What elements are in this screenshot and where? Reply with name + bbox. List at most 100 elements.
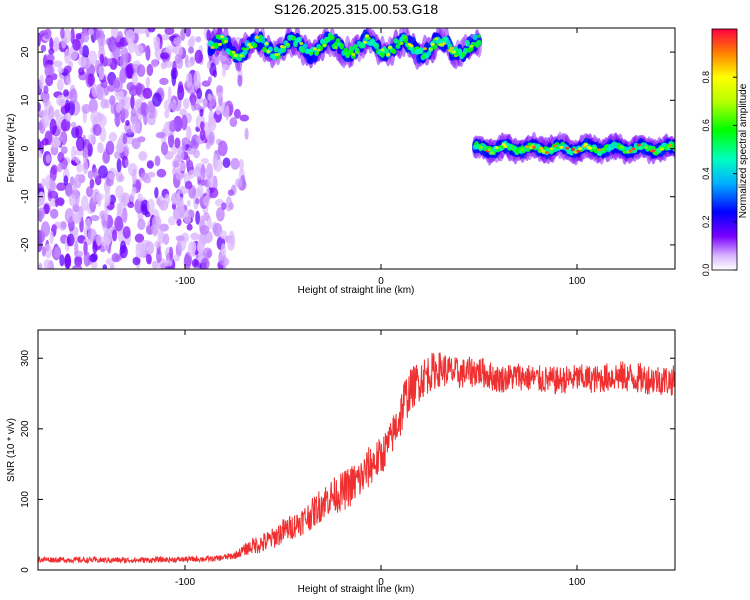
spectrogram-noise-cell bbox=[150, 59, 159, 68]
spectrogram-ridge-cell bbox=[570, 148, 575, 151]
spectrogram-noise-cell bbox=[124, 64, 134, 79]
spectrogram-noise-cell bbox=[186, 223, 193, 231]
spectrogram-noise-cell bbox=[86, 186, 94, 198]
spectrogram-noise-cell bbox=[186, 160, 194, 171]
spectrogram-noise-cell bbox=[189, 35, 196, 45]
spectrogram-ridge-cell bbox=[490, 151, 495, 155]
snr-xtick-label: 0 bbox=[378, 577, 384, 588]
spectrogram-noise-cell bbox=[50, 164, 58, 175]
snr-ytick-label: 200 bbox=[20, 420, 31, 437]
spectrogram-noise-cell bbox=[165, 45, 175, 54]
spectrogram-noise-cell bbox=[64, 182, 73, 197]
spectrogram-ridge-cell bbox=[428, 47, 433, 51]
spectrogram-noise-cell bbox=[216, 207, 225, 222]
spectrogram-ridge-cell bbox=[409, 44, 414, 48]
spectrogram-ridge-cell bbox=[514, 149, 519, 153]
spectrogram-ridge-cell bbox=[421, 55, 425, 59]
spectrogram-noise-cell bbox=[183, 98, 190, 110]
spectrogram-ridge-cell bbox=[654, 151, 659, 155]
spectrogram-noise-cell bbox=[88, 133, 96, 145]
spectrogram-noise-cell bbox=[208, 131, 215, 146]
spectrogram-ridge-cell bbox=[210, 46, 215, 49]
spectrogram-ridge-cell bbox=[245, 47, 250, 51]
spectrogram-noise-cell bbox=[193, 103, 201, 111]
spectrogram-noise-cell bbox=[174, 137, 181, 149]
spectrogram-noise-cell bbox=[95, 88, 104, 100]
spectrogram-noise-cell bbox=[41, 113, 50, 128]
spectrogram-noise-cell bbox=[78, 67, 85, 76]
spectrogram-noise-cell bbox=[110, 99, 115, 114]
spectrogram-noise-cell bbox=[244, 127, 249, 140]
spectrogram-noise-cell bbox=[186, 200, 191, 207]
spectrogram-noise-cell bbox=[203, 195, 211, 207]
spectrogram-noise-cell bbox=[70, 121, 77, 128]
spectrogram-noise-cell bbox=[98, 65, 105, 80]
spectrogram-ridge-cell bbox=[469, 44, 474, 48]
spectrogram-noise-cell bbox=[216, 85, 224, 93]
colorbar-tick-label: 0.0 bbox=[701, 264, 711, 277]
spectrogram-ridge-cell bbox=[619, 145, 624, 149]
snr-frame bbox=[37, 329, 676, 571]
spectrogram-noise-cell bbox=[195, 197, 200, 205]
spectrogram-noise-cell bbox=[72, 38, 81, 51]
spectrogram-noise-cell bbox=[76, 162, 83, 173]
spectrogram-noise-cell bbox=[171, 70, 177, 87]
spectrogram-noise-cell bbox=[74, 173, 82, 189]
spectrogram-noise-cell bbox=[99, 115, 107, 127]
spectrogram-ridge-cell bbox=[252, 42, 258, 49]
spectrogram-noise-cell bbox=[193, 166, 203, 178]
spectrogram-noise-cell bbox=[66, 233, 75, 247]
spectrogram-ridge-cell bbox=[388, 46, 393, 49]
spectrogram-noise-cell bbox=[143, 176, 152, 184]
spectrogram-noise-cell bbox=[164, 28, 175, 35]
spectrogram-noise-cell bbox=[174, 54, 183, 64]
spectrogram-ridge-cell bbox=[241, 47, 246, 51]
spectrogram-noise-cell bbox=[45, 75, 54, 87]
spectrogram-ridge-cell bbox=[464, 39, 470, 47]
spectrogram-noise-cell bbox=[208, 187, 219, 199]
spectrogram-noise-cell bbox=[179, 108, 187, 117]
spectrogram-noise-cell bbox=[207, 76, 212, 84]
spectrogram-noise-cell bbox=[195, 210, 201, 225]
spectrogram-marks bbox=[38, 28, 675, 269]
spectrogram-ridge-cell bbox=[453, 54, 458, 58]
spectrogram-noise-cell bbox=[56, 79, 64, 91]
spectrogram-ridge-cell bbox=[285, 42, 290, 46]
spectrogram-noise-cell bbox=[158, 200, 169, 211]
spectrogram-noise-cell bbox=[147, 28, 156, 33]
spectrogram-noise-cell bbox=[69, 88, 78, 104]
colorbar: 0.0 0.2 0.4 0.6 0.8 Normalized spectral ampl… bbox=[701, 28, 749, 277]
spectrogram-noise-cell bbox=[48, 105, 55, 121]
spectrogram-ytick-label: -20 bbox=[20, 237, 31, 252]
spectrogram-ridge-cell bbox=[266, 50, 271, 53]
spectrogram-noise-cell bbox=[49, 37, 54, 50]
spectrogram-noise-cell bbox=[131, 120, 140, 134]
colorbar-tick-label: 0.2 bbox=[701, 216, 711, 229]
spectrogram-noise-cell bbox=[100, 98, 108, 109]
spectrogram-noise-cell bbox=[126, 128, 133, 135]
spectrogram-ridge-cell bbox=[422, 47, 427, 51]
snr-panel: -100 0 100 0 100 200 300 Height of straight li… bbox=[6, 329, 676, 595]
spectrogram-noise-cell bbox=[138, 151, 148, 161]
spectrogram-ridge-cell bbox=[576, 149, 581, 153]
spectrogram-ridge-cell bbox=[380, 48, 385, 52]
spectrogram-noise-cell bbox=[147, 104, 156, 119]
spectrogram-noise-cell bbox=[186, 126, 192, 141]
spectrogram-ridge-cell bbox=[324, 38, 329, 42]
spectrogram-noise-cell bbox=[43, 98, 49, 107]
spectrogram-noise-cell bbox=[49, 178, 55, 191]
spectrogram-ridge-cell bbox=[628, 149, 633, 153]
spectrogram-noise-cell bbox=[92, 188, 101, 203]
spectrogram-noise-cell bbox=[120, 47, 129, 59]
colorbar-tick-label: 0.4 bbox=[701, 167, 711, 180]
spectrogram-xtick-label: 0 bbox=[378, 276, 384, 287]
spectrogram-noise-cell bbox=[118, 174, 125, 182]
spectrogram-ridge-cell bbox=[239, 54, 244, 58]
snr-marks bbox=[38, 352, 675, 565]
spectrogram-noise-cell bbox=[176, 218, 182, 227]
spectrogram-noise-cell bbox=[154, 240, 161, 248]
spectrogram-noise-cell bbox=[206, 163, 213, 179]
spectrogram-ridge-cell bbox=[660, 147, 665, 151]
spectrogram-noise-cell bbox=[40, 221, 51, 237]
